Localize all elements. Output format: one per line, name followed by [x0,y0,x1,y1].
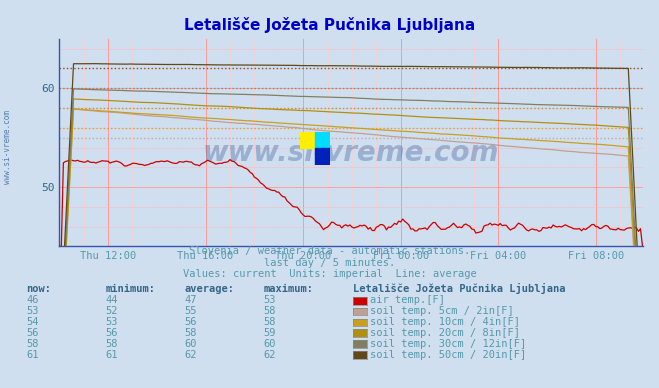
Text: www.si-vreme.com: www.si-vreme.com [3,111,13,184]
Text: soil temp. 30cm / 12in[F]: soil temp. 30cm / 12in[F] [370,339,527,349]
Text: average:: average: [185,284,235,294]
Text: 53: 53 [26,306,39,316]
Text: Letališče Jožeta Pučnika Ljubljana: Letališče Jožeta Pučnika Ljubljana [353,283,565,294]
Text: 55: 55 [185,306,197,316]
Text: 53: 53 [105,317,118,327]
Text: 58: 58 [26,339,39,349]
Text: Values: current  Units: imperial  Line: average: Values: current Units: imperial Line: av… [183,269,476,279]
Text: soil temp. 5cm / 2in[F]: soil temp. 5cm / 2in[F] [370,306,514,316]
Text: maximum:: maximum: [264,284,314,294]
Text: 61: 61 [105,350,118,360]
Text: 44: 44 [105,295,118,305]
Text: 61: 61 [26,350,39,360]
Text: 56: 56 [26,328,39,338]
Text: 46: 46 [26,295,39,305]
Text: air temp.[F]: air temp.[F] [370,295,445,305]
Bar [300,132,315,149]
Text: Slovenia / weather data - automatic stations.: Slovenia / weather data - automatic stat… [189,246,470,256]
Text: 58: 58 [185,328,197,338]
Text: soil temp. 10cm / 4in[F]: soil temp. 10cm / 4in[F] [370,317,521,327]
Text: minimum:: minimum: [105,284,156,294]
Text: 60: 60 [264,339,276,349]
Bar [315,132,330,149]
Text: 59: 59 [264,328,276,338]
Text: 53: 53 [264,295,276,305]
Text: 60: 60 [185,339,197,349]
Text: 62: 62 [185,350,197,360]
Text: 47: 47 [185,295,197,305]
Text: www.si-vreme.com: www.si-vreme.com [203,139,499,167]
Text: 58: 58 [105,339,118,349]
Text: 56: 56 [105,328,118,338]
Text: last day / 5 minutes.: last day / 5 minutes. [264,258,395,268]
Text: 52: 52 [105,306,118,316]
Bar [315,149,330,165]
Text: 58: 58 [264,317,276,327]
Text: soil temp. 50cm / 20in[F]: soil temp. 50cm / 20in[F] [370,350,527,360]
Text: 54: 54 [26,317,39,327]
Text: 58: 58 [264,306,276,316]
Text: 62: 62 [264,350,276,360]
Text: 56: 56 [185,317,197,327]
Text: Letališče Jožeta Pučnika Ljubljana: Letališče Jožeta Pučnika Ljubljana [184,17,475,33]
Text: now:: now: [26,284,51,294]
Text: soil temp. 20cm / 8in[F]: soil temp. 20cm / 8in[F] [370,328,521,338]
